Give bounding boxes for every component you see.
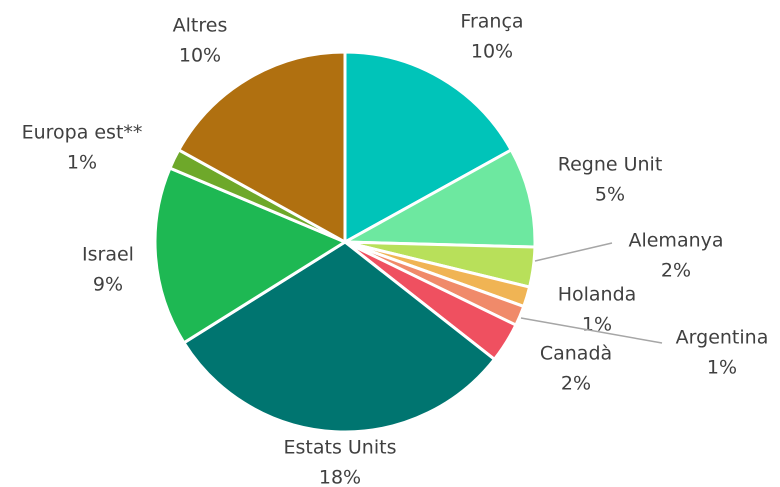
slice-label: Altres (173, 15, 228, 37)
slice-label: Alemanya (628, 230, 723, 252)
slice-value: 10% (179, 45, 221, 67)
pie-slice (176, 50, 347, 245)
slice-value: 1% (707, 357, 737, 379)
slice-value: 1% (67, 152, 97, 174)
slice-label: Israel (82, 244, 134, 266)
slice-label: Regne Unit (558, 154, 663, 176)
pie-slice (153, 166, 349, 345)
slice-label: Holanda (558, 284, 637, 306)
leader-line (520, 317, 663, 344)
slice-value: 2% (561, 373, 591, 395)
slice-value: 2% (661, 260, 691, 282)
slice-label: Argentina (676, 327, 769, 349)
slice-value: 5% (595, 184, 625, 206)
slice-value: 18% (319, 467, 361, 487)
pie-slice (181, 240, 497, 434)
slice-value: 10% (471, 41, 513, 63)
slice-label: Europa est** (22, 122, 143, 144)
pie-slice (339, 147, 537, 249)
slice-label: Estats Units (284, 437, 397, 459)
slice-label: Canadà (540, 343, 612, 365)
slice-label: França (460, 11, 523, 33)
pie-slice (343, 50, 514, 245)
leader-line (534, 242, 613, 262)
slice-value: 9% (93, 274, 123, 296)
